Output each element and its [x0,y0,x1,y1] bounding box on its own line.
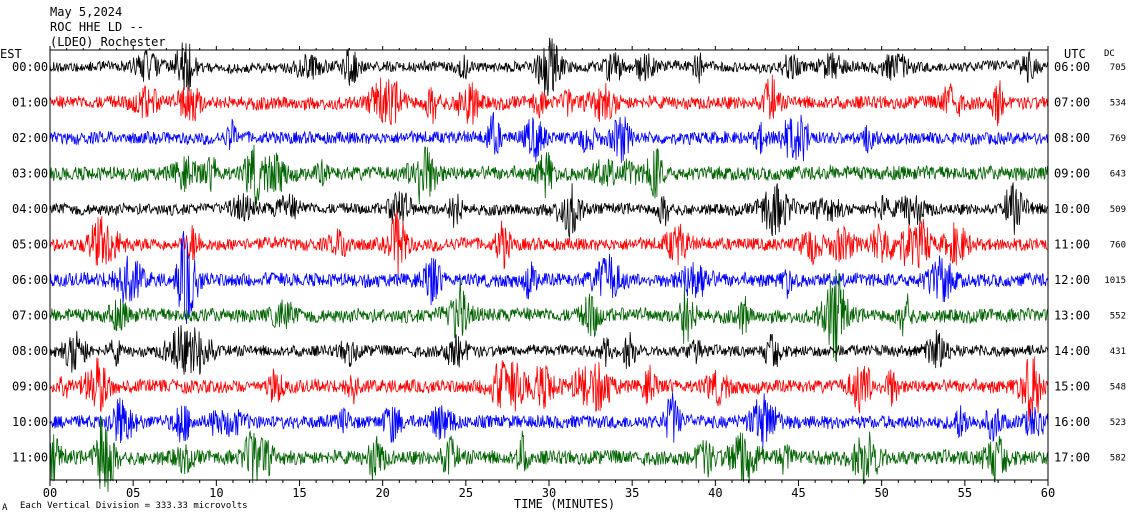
dc-value: 760 [1110,241,1126,251]
utc-label: 13:00 [1054,309,1090,323]
dc-value: 643 [1110,170,1126,180]
station-code: ROC HHE LD -- [50,20,144,34]
x-tick-label: 20 [375,486,389,500]
x-tick-label: 00 [43,486,57,500]
chart-date: May 5,2024 [50,5,122,19]
scale-note: Each Vertical Division = 333.33 microvol… [20,501,248,511]
dc-value: 552 [1110,312,1126,322]
dc-value: 582 [1110,454,1126,464]
x-tick-group: 00 05 10 15 20 25 30 35 40 45 50 55 60 [43,46,1055,500]
dc-value: 769 [1110,134,1126,144]
est-label: 06:00 [12,273,48,287]
dc-value: 431 [1110,347,1126,357]
x-axis-title: TIME (MINUTES) [514,497,615,511]
left-axis-label: EST [0,47,22,61]
est-label: 07:00 [12,309,48,323]
trace-03 [49,144,1049,205]
x-tick-label: 35 [625,486,639,500]
dc-value: 1015 [1104,276,1126,286]
dc-value: 534 [1110,99,1126,109]
x-tick-label: 05 [126,486,140,500]
dc-value: 523 [1110,418,1126,428]
dc-label: DC [1104,49,1115,59]
trace-02 [49,112,1049,163]
row-label-group: 00:00 06:00 705 01:00 07:00 534 02:00 08:00 769 0… [12,60,1126,465]
right-axis-label: UTC [1064,47,1086,61]
dc-value: 548 [1110,383,1126,393]
est-label: 00:00 [12,60,48,74]
trace-11 [49,417,1049,492]
trace-04 [49,182,1049,239]
station-location: (LDEO) Rochester [50,35,166,49]
x-tick-label: 10 [209,486,223,500]
utc-label: 12:00 [1054,273,1090,287]
est-label: 04:00 [12,202,48,216]
trace-08 [49,324,1049,375]
est-label: 10:00 [12,415,48,429]
x-tick-label: 55 [958,486,972,500]
utc-label: 06:00 [1054,60,1090,74]
utc-label: 11:00 [1054,238,1090,252]
corner-mark: A [2,503,8,513]
trace-09 [49,356,1048,424]
trace-01 [49,74,1049,127]
utc-label: 17:00 [1054,451,1090,465]
utc-label: 10:00 [1054,202,1090,216]
trace-07 [49,269,1049,363]
x-tick-label: 50 [874,486,888,500]
trace-group [49,37,1049,492]
x-tick-label: 60 [1041,486,1055,500]
est-label: 02:00 [12,131,48,145]
dc-value: 705 [1110,63,1126,73]
plot-frame [49,49,1049,481]
x-tick-label: 45 [791,486,805,500]
utc-label: 07:00 [1054,96,1090,110]
est-label: 05:00 [12,238,48,252]
x-tick-label: 15 [292,486,306,500]
est-label: 03:00 [12,167,48,181]
utc-label: 09:00 [1054,167,1090,181]
trace-10 [49,392,1049,448]
x-tick-label: 30 [542,486,556,500]
trace-05 [49,209,1049,279]
dc-value: 509 [1110,205,1126,215]
x-tick-label: 40 [708,486,722,500]
x-tick-label: 25 [459,486,473,500]
utc-label: 14:00 [1054,344,1090,358]
est-label: 08:00 [12,344,48,358]
est-label: 01:00 [12,96,48,110]
utc-label: 16:00 [1054,415,1090,429]
est-label: 11:00 [12,451,48,465]
utc-label: 15:00 [1054,380,1090,394]
est-label: 09:00 [12,380,48,394]
utc-label: 08:00 [1054,131,1090,145]
trace-00 [49,37,1049,97]
trace-06 [49,231,1049,324]
